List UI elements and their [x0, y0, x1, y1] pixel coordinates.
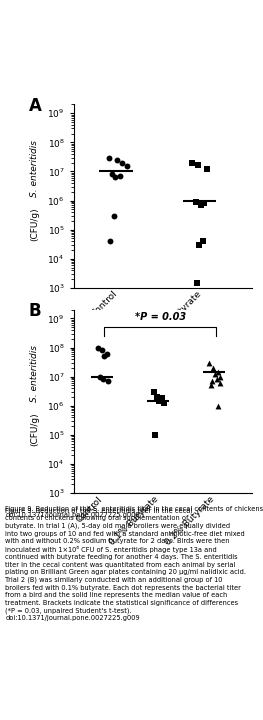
Text: B: B: [29, 302, 42, 320]
Point: [205, 163, 209, 175]
Point: [199, 199, 203, 211]
Point: [160, 392, 164, 404]
Point: [218, 371, 222, 382]
Point: [200, 235, 205, 247]
Text: Figure 9. Reduction of the S. enteritidis titer in the cecal
contents of chicken: Figure 9. Reduction of the S. enteritidi…: [5, 508, 246, 621]
Point: [101, 374, 105, 385]
Point: [202, 198, 206, 210]
Point: [153, 429, 157, 441]
Text: S. enteritidis: S. enteritidis: [30, 346, 39, 402]
Point: [196, 159, 200, 171]
Text: Figure 9. Reduction of the S. enteritidis titer in the cecal contents of chicken: Figure 9. Reduction of the S. enteritidi…: [5, 504, 263, 518]
Text: S. enteritidis: S. enteritidis: [30, 140, 39, 197]
Point: [161, 397, 166, 409]
Text: *P = 0.03: *P = 0.03: [135, 312, 186, 322]
Point: [115, 154, 119, 166]
Point: [157, 395, 161, 406]
Point: [213, 369, 217, 380]
Point: [211, 362, 215, 374]
Text: (CFU/g): (CFU/g): [30, 412, 39, 446]
Point: [218, 377, 222, 389]
Point: [110, 168, 114, 180]
Point: [190, 157, 194, 168]
Point: [99, 345, 104, 356]
Point: [216, 400, 220, 412]
Point: [108, 235, 112, 247]
Text: A: A: [29, 97, 42, 115]
Point: [210, 375, 214, 387]
Text: (CFU/g): (CFU/g): [30, 207, 39, 240]
Point: [113, 171, 117, 183]
Point: [98, 371, 102, 382]
Point: [125, 161, 129, 172]
Point: [102, 351, 107, 362]
Point: [118, 170, 122, 181]
Point: [155, 391, 159, 402]
Point: [120, 157, 124, 168]
Point: [106, 375, 110, 387]
Point: [197, 239, 201, 251]
Point: [194, 196, 198, 207]
Point: [112, 210, 116, 222]
Point: [195, 277, 199, 289]
Point: [216, 366, 220, 377]
Point: [215, 374, 219, 385]
Point: [209, 379, 213, 391]
Point: [207, 357, 211, 369]
Point: [104, 348, 109, 360]
Point: [107, 152, 111, 163]
Point: [151, 386, 156, 397]
Point: [95, 342, 100, 354]
